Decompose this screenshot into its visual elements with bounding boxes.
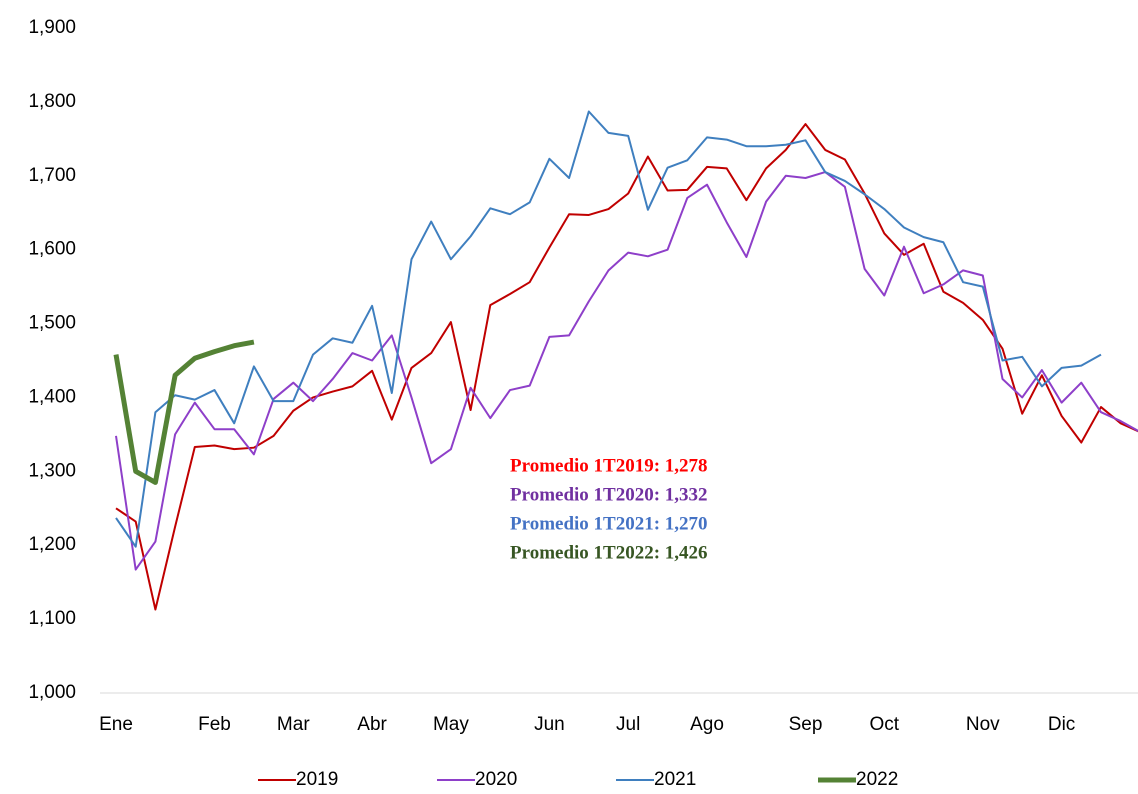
annotation: Promedio 1T2020: 1,332 <box>510 484 708 505</box>
legend-label: 2022 <box>856 769 898 790</box>
x-tick-label: Feb <box>198 714 231 735</box>
annotation: Promedio 1T2019: 1,278 <box>510 455 708 476</box>
y-tick-label: 1,900 <box>28 17 76 38</box>
y-tick-label: 1,400 <box>28 386 76 407</box>
x-tick-label: Nov <box>966 714 1000 735</box>
legend-label: 2019 <box>296 769 338 790</box>
legend-label: 2020 <box>475 769 517 790</box>
y-tick-label: 1,000 <box>28 682 76 703</box>
x-tick-label: Mar <box>277 714 310 735</box>
y-tick-label: 1,600 <box>28 239 76 260</box>
series-line <box>115 171 1138 571</box>
y-tick-label: 1,100 <box>28 608 76 629</box>
legend-label: 2021 <box>654 769 696 790</box>
series-line <box>113 339 255 485</box>
x-tick-label: Oct <box>870 714 900 735</box>
series-line <box>115 110 1102 548</box>
y-tick-label: 1,700 <box>28 165 76 186</box>
x-tick-label: Ago <box>690 714 724 735</box>
y-tick-label: 1,800 <box>28 91 76 112</box>
x-tick-label: Jul <box>616 714 640 735</box>
annotation: Promedio 1T2021: 1,270 <box>510 513 708 534</box>
x-tick-label: Jun <box>534 714 565 735</box>
annotation: Promedio 1T2022: 1,426 <box>510 542 708 563</box>
x-tick-label: Ene <box>99 714 133 735</box>
series-line <box>115 123 1138 611</box>
x-tick-label: Abr <box>357 714 387 735</box>
y-tick-label: 1,200 <box>28 534 76 555</box>
x-tick-label: Dic <box>1048 714 1075 735</box>
x-tick-label: May <box>433 714 469 735</box>
y-tick-label: 1,300 <box>28 460 76 481</box>
x-tick-label: Sep <box>789 714 823 735</box>
y-tick-label: 1,500 <box>28 313 76 334</box>
